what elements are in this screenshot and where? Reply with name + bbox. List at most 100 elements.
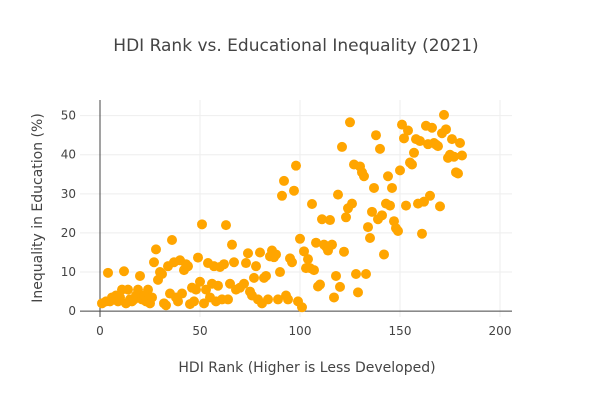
data-point <box>333 189 343 200</box>
data-point <box>239 278 249 289</box>
data-point <box>457 150 467 161</box>
data-point <box>377 210 387 221</box>
data-point <box>261 270 271 281</box>
data-point <box>119 266 129 277</box>
y-tick-label: 50 <box>61 109 76 123</box>
data-point <box>351 268 361 279</box>
data-point <box>325 215 335 226</box>
data-point <box>123 284 133 295</box>
data-point <box>103 267 113 278</box>
data-point <box>251 261 261 272</box>
data-point <box>415 136 425 147</box>
data-point <box>367 206 377 217</box>
data-point <box>401 200 411 211</box>
data-point <box>255 247 265 258</box>
data-point <box>183 261 193 272</box>
data-point <box>425 190 435 201</box>
data-point <box>189 296 199 307</box>
data-point <box>435 201 445 212</box>
data-point <box>399 133 409 144</box>
data-point <box>275 267 285 278</box>
data-point <box>453 168 463 179</box>
data-point <box>417 228 427 239</box>
x-tick-label: 150 <box>389 324 412 338</box>
data-point <box>427 122 437 133</box>
data-point <box>143 284 153 295</box>
data-point <box>403 125 413 136</box>
data-point <box>317 214 327 225</box>
x-tick-label: 0 <box>96 324 104 338</box>
y-tick-label: 40 <box>61 148 76 162</box>
data-point <box>439 109 449 120</box>
data-point <box>135 270 145 281</box>
y-axis-title: Inequality in Education (%) <box>30 113 46 303</box>
data-point <box>151 244 161 255</box>
data-point <box>147 292 157 303</box>
data-point <box>263 294 273 305</box>
data-point <box>289 185 299 196</box>
data-point <box>249 272 259 283</box>
data-point <box>371 130 381 141</box>
data-point <box>345 117 355 128</box>
data-point <box>315 279 325 290</box>
data-point <box>329 292 339 303</box>
data-point <box>213 280 223 291</box>
data-point <box>307 199 317 210</box>
data-point <box>353 287 363 298</box>
data-point <box>243 248 253 259</box>
x-tick-label: 50 <box>192 324 207 338</box>
data-points <box>97 109 467 313</box>
chart-title: HDI Rank vs. Educational Inequality (202… <box>113 36 478 56</box>
data-point <box>299 246 309 257</box>
data-point <box>361 268 371 279</box>
data-point <box>191 284 201 295</box>
data-point <box>327 239 337 250</box>
data-point <box>197 219 207 230</box>
data-point <box>337 141 347 152</box>
data-point <box>195 276 205 287</box>
data-point <box>339 246 349 257</box>
data-point <box>241 258 251 269</box>
data-point <box>387 182 397 193</box>
y-tick-label: 30 <box>61 187 76 201</box>
data-point <box>277 190 287 201</box>
data-point <box>335 281 345 292</box>
data-point <box>375 143 385 154</box>
data-point <box>157 268 167 279</box>
data-point <box>291 160 301 171</box>
data-point <box>149 257 159 268</box>
y-tick-label: 20 <box>61 226 76 240</box>
data-point <box>441 124 451 135</box>
data-point <box>273 294 283 305</box>
axes: 0 10 20 30 40 50 0 50 100 150 200 <box>61 100 512 338</box>
data-point <box>395 165 405 176</box>
data-point <box>365 233 375 244</box>
data-point <box>311 237 321 248</box>
data-point <box>167 234 177 245</box>
data-point <box>223 294 233 305</box>
data-point <box>303 254 313 265</box>
data-point <box>433 141 443 152</box>
data-point <box>359 171 369 182</box>
data-point <box>177 288 187 299</box>
data-point <box>393 225 403 236</box>
data-point <box>407 159 417 170</box>
data-point <box>449 151 459 162</box>
data-point <box>309 265 319 276</box>
x-axis-title: HDI Rank (Higher is Less Developed) <box>178 360 435 376</box>
data-point <box>161 300 171 311</box>
data-point <box>447 134 457 145</box>
data-point <box>173 296 183 307</box>
data-point <box>363 222 373 233</box>
data-point <box>455 138 465 149</box>
data-point <box>283 294 293 305</box>
data-point <box>297 302 307 313</box>
data-point <box>221 220 231 231</box>
x-tick-label: 200 <box>489 324 512 338</box>
data-point <box>227 239 237 250</box>
data-point <box>229 257 239 268</box>
data-point <box>383 171 393 182</box>
y-tick-label: 0 <box>68 304 76 318</box>
data-point <box>287 257 297 268</box>
